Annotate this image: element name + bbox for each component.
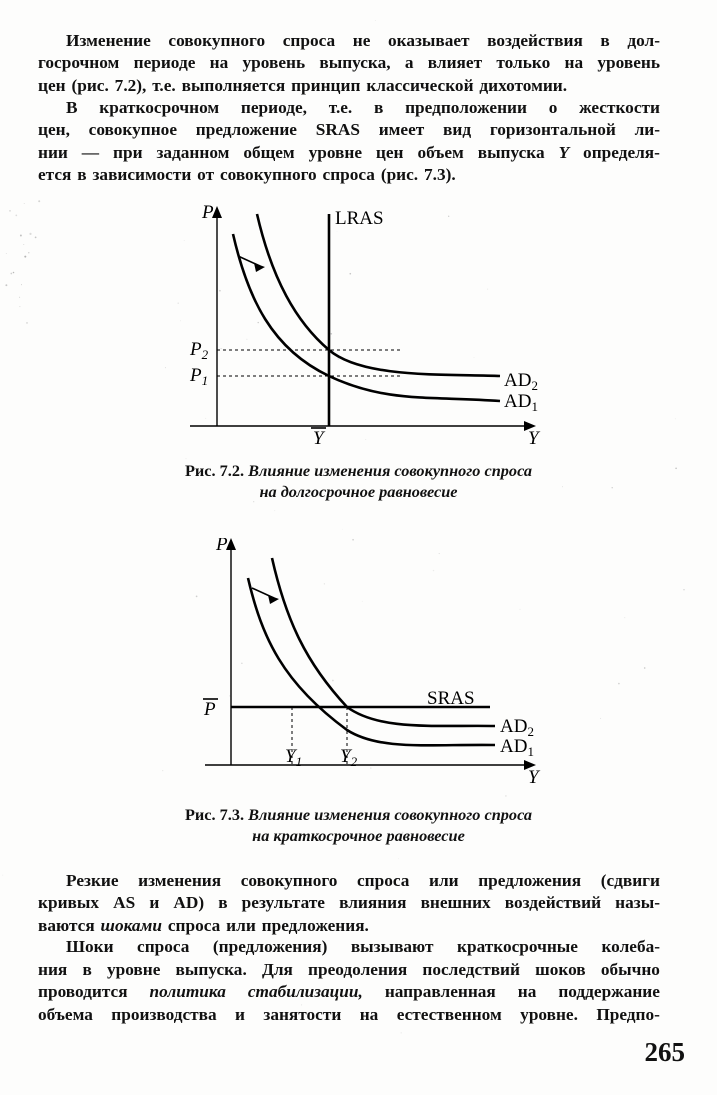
svg-text:LRAS: LRAS	[335, 208, 384, 229]
svg-text:Y2: Y2	[340, 746, 358, 769]
svg-text:P: P	[201, 204, 214, 223]
svg-text:P: P	[215, 538, 228, 555]
svg-text:Y1: Y1	[285, 746, 302, 769]
svg-text:P: P	[203, 699, 216, 720]
svg-text:P1: P1	[189, 365, 208, 388]
svg-text:AD1: AD1	[504, 391, 538, 414]
svg-text:Y: Y	[313, 428, 326, 449]
svg-text:Y: Y	[528, 428, 541, 449]
svg-text:AD1: AD1	[500, 736, 534, 759]
svg-text:P2: P2	[189, 339, 209, 362]
svg-text:SRAS: SRAS	[427, 688, 475, 709]
svg-text:AD2: AD2	[504, 370, 538, 393]
svg-text:Y: Y	[528, 767, 541, 788]
